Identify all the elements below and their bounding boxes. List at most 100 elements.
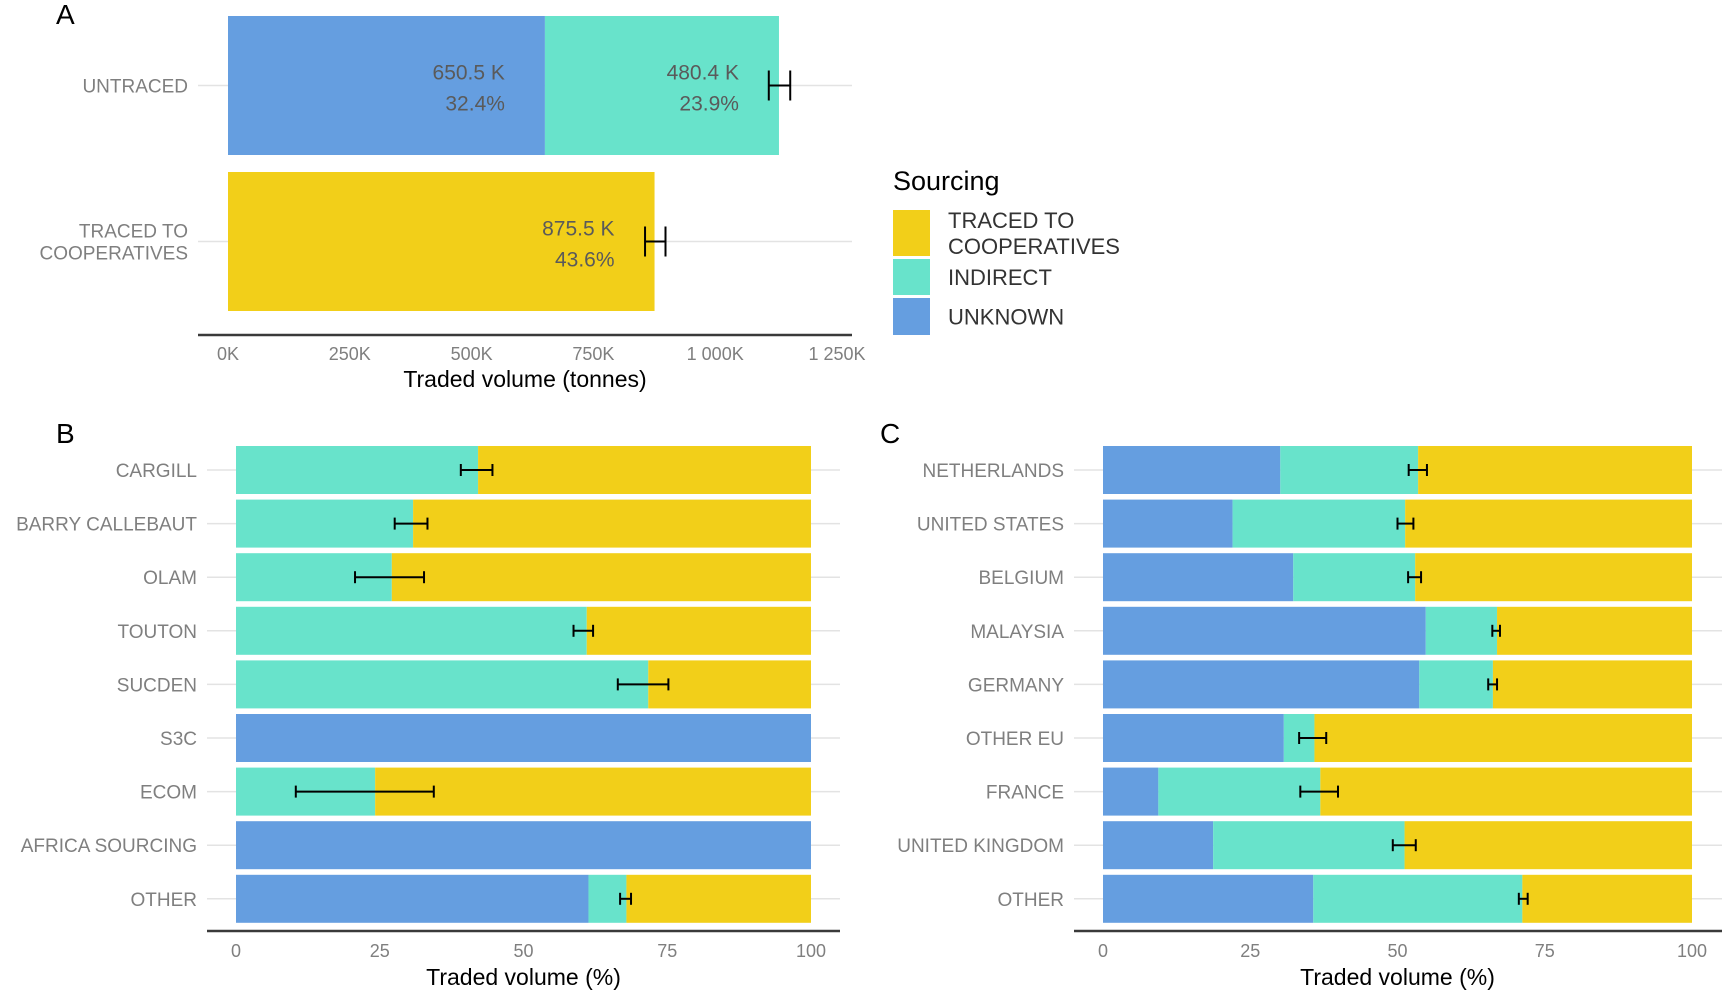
bar-segment-unknown	[1103, 767, 1159, 816]
legend-label: COOPERATIVES	[948, 234, 1120, 259]
error-bar	[459, 464, 494, 476]
x-axis-title: Traded volume (%)	[426, 964, 621, 990]
panel-a: A UNTRACED 650.5 K 32.4% 480.4 K 23.9% TRACED …	[39, 0, 865, 392]
error-bar	[644, 226, 667, 257]
panel-c: C NETHERLANDS UNITED STATES BELGIUM MALAYSIA…	[880, 418, 1722, 990]
bar-segment-unknown	[1103, 446, 1281, 494]
bar-segment-indirect	[236, 499, 414, 548]
error-bar	[1491, 624, 1501, 637]
bar-value-label: 650.5 K	[433, 62, 505, 85]
category-label-line: UNTRACED	[82, 77, 188, 98]
x-tick-label: 500K	[451, 344, 493, 364]
legend-label: TRACED TO	[948, 208, 1074, 233]
bar-segment-traced	[1404, 821, 1692, 870]
bar-segment-traced	[1320, 767, 1692, 816]
bar-segment-unknown	[1103, 821, 1214, 870]
bar-segment-indirect	[1425, 606, 1498, 655]
category-label: MALAYSIA	[970, 622, 1064, 643]
category-label: BARRY CALLEBAUT	[16, 515, 197, 536]
bar-segment-traced	[228, 172, 655, 311]
category-label: TRACED TO COOPERATIVES	[39, 222, 188, 265]
bar-segment-unknown	[1103, 606, 1426, 655]
bar-segment-indirect	[1232, 499, 1406, 548]
bar-segment-traced	[626, 874, 811, 923]
bar-segment-indirect	[1293, 553, 1416, 602]
bar-segment-traced	[648, 660, 811, 709]
error-bar	[1517, 892, 1529, 905]
x-tick-label: 50	[513, 941, 533, 961]
category-label: OTHER	[131, 890, 198, 911]
bar-segment-indirect	[1419, 660, 1493, 709]
x-tick-label: 0	[1098, 941, 1108, 961]
x-tick-label: 25	[1240, 941, 1260, 961]
error-bar	[1407, 464, 1428, 476]
bar-segment-traced	[375, 767, 811, 816]
bar-segment-traced	[1314, 714, 1692, 762]
x-tick-label: 0K	[217, 344, 239, 364]
x-tick-label: 75	[1535, 941, 1555, 961]
bar-segment-indirect	[236, 660, 649, 709]
category-label: OLAM	[143, 568, 197, 589]
legend-swatch-traced	[893, 210, 930, 256]
error-bar	[393, 517, 429, 530]
bar-value-label: 32.4%	[445, 93, 505, 116]
x-axis-title: Traded volume (%)	[1300, 964, 1495, 990]
error-bar	[294, 785, 435, 798]
bar-segment-unknown	[1103, 874, 1314, 923]
bar-segment-unknown	[1103, 499, 1233, 548]
legend-item-indirect: INDIRECT	[893, 259, 1052, 295]
bar-segment-traced	[478, 446, 811, 494]
category-label: NETHERLANDS	[923, 461, 1064, 482]
category-label: SUCDEN	[117, 675, 197, 696]
bar-segment-unknown	[1103, 714, 1284, 762]
x-tick-label: 25	[370, 941, 390, 961]
x-tick-label: 100	[796, 941, 826, 961]
x-tick-label: 0	[231, 941, 241, 961]
error-bar	[619, 892, 633, 905]
bar-segment-unknown	[228, 16, 545, 155]
bar-segment-unknown	[1103, 553, 1294, 602]
category-label: CARGILL	[116, 461, 197, 482]
category-label: OTHER EU	[966, 729, 1064, 750]
bar-segment-traced	[391, 553, 811, 602]
error-bar	[1396, 517, 1415, 530]
panel-letter: A	[56, 0, 75, 30]
error-bar	[1391, 839, 1417, 852]
legend-label: UNKNOWN	[948, 305, 1064, 330]
error-bar	[1407, 571, 1423, 584]
bar-segment-traced	[1418, 446, 1692, 494]
bar-segment-indirect	[1280, 446, 1419, 494]
error-bar	[1487, 678, 1499, 691]
bar-segment-indirect	[1158, 767, 1321, 816]
bar-value-label: 23.9%	[679, 93, 739, 116]
panel-b: B CARGILL BARRY CALLEBAUT OLAM TOUTON SUCDEN S…	[16, 418, 840, 990]
bar-segment-traced	[1492, 660, 1692, 709]
error-bar	[1298, 732, 1328, 744]
x-tick-label: 50	[1387, 941, 1407, 961]
bar-segment-traced	[413, 499, 811, 548]
panel-letter: B	[56, 418, 75, 449]
bar-segment-unknown	[236, 821, 811, 870]
bar-segment-traced	[1405, 499, 1692, 548]
bar-segment-unknown	[1103, 660, 1420, 709]
x-axis-title: Traded volume (tonnes)	[403, 366, 646, 392]
error-bar	[572, 624, 595, 637]
bar-segment-traced	[1522, 874, 1692, 923]
category-label: TOUTON	[117, 622, 197, 643]
x-tick-label: 750K	[572, 344, 614, 364]
bar-segment-indirect	[544, 16, 779, 155]
category-label: UNITED STATES	[917, 515, 1064, 536]
bar-segment-traced	[1497, 606, 1692, 655]
bar-segment-indirect	[236, 606, 587, 655]
category-label: UNITED KINGDOM	[897, 836, 1064, 857]
error-bar	[1299, 785, 1340, 798]
legend-label: INDIRECT	[948, 265, 1052, 290]
bar-segment-indirect	[1313, 874, 1523, 923]
category-label-line: COOPERATIVES	[39, 244, 188, 265]
category-label: AFRICA SOURCING	[21, 836, 197, 857]
error-bar	[767, 70, 792, 101]
x-tick-label: 1 250K	[808, 344, 865, 364]
